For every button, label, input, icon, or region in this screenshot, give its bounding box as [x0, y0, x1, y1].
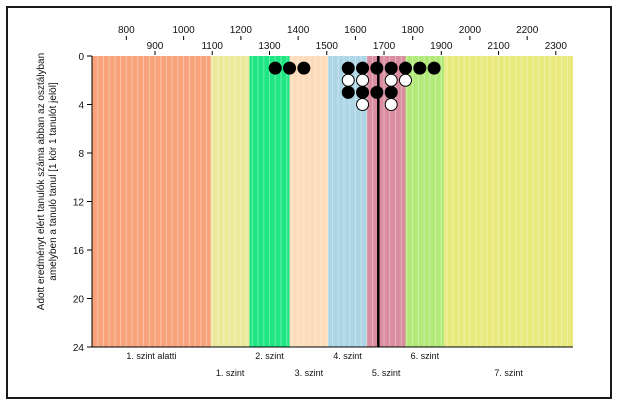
student-point-filled [427, 61, 441, 75]
student-point-filled [268, 61, 282, 75]
student-point-open [399, 73, 413, 87]
y-tick-label: 0 [78, 52, 84, 63]
student-point-open [356, 98, 370, 111]
x-tick-label-minor: 2100 [487, 41, 510, 52]
student-point-filled [297, 61, 311, 75]
student-point-filled [370, 61, 384, 75]
y-tick-label: 20 [73, 295, 85, 306]
student-point-filled [370, 85, 384, 99]
band-label-1: 1. szint alatti [126, 351, 176, 361]
y-tick-label: 16 [73, 246, 85, 257]
student-point-open [356, 73, 370, 87]
y-tick-label: 8 [78, 149, 84, 160]
x-tick-label-major: 1000 [172, 25, 195, 36]
band-8 [444, 56, 573, 347]
band-3 [249, 56, 290, 347]
student-point-filled [413, 61, 427, 75]
x-tick-label-major: 2200 [516, 25, 539, 36]
x-tick-label-minor: 1300 [258, 41, 281, 52]
x-tick-label-major: 1800 [402, 25, 425, 36]
y-axis-label-line-1: Adott eredményt elért tanulók száma abba… [36, 53, 47, 310]
x-tick-label-minor: 1900 [430, 41, 453, 52]
x-tick-label-major: 800 [118, 25, 135, 36]
student-point-open [384, 98, 398, 111]
student-point-filled [356, 61, 370, 75]
student-point-filled [399, 61, 413, 75]
x-tick-label-minor: 900 [147, 41, 164, 52]
x-tick-label-minor: 1500 [316, 41, 339, 52]
band-label-8: 7. szint [494, 368, 523, 378]
x-tick-label-minor: 1100 [201, 41, 223, 52]
x-tick-label-major: 2000 [459, 25, 482, 36]
x-tick-label-minor: 1700 [373, 41, 396, 52]
y-tick-label: 4 [78, 101, 84, 112]
x-tick-label-major: 1200 [230, 25, 253, 36]
band-label-7: 6. szint [411, 351, 440, 361]
student-point-filled [384, 85, 398, 99]
y-tick-label: 24 [73, 343, 85, 354]
band-label-5: 4. szint [333, 351, 362, 361]
band-label-3: 2. szint [255, 351, 284, 361]
x-tick-label-major: 1400 [287, 25, 310, 36]
band-label-6: 5. szint [372, 368, 401, 378]
band-7 [405, 56, 445, 347]
student-point-open [384, 73, 398, 87]
y-axis-label-line-2: amelyben a tanuló tanul [1 kör 1 tanulót… [48, 82, 59, 281]
x-tick-label-minor: 2300 [545, 41, 568, 52]
student-point-filled [384, 61, 398, 75]
student-point-filled [341, 85, 355, 99]
band-2 [210, 56, 250, 347]
y-tick-label: 12 [73, 198, 85, 209]
x-tick-label-major: 1600 [344, 25, 367, 36]
student-point-filled [341, 61, 355, 75]
student-point-filled [283, 61, 297, 75]
band-4 [289, 56, 329, 347]
student-point-open [341, 73, 355, 87]
band-label-4: 3. szint [295, 368, 324, 378]
band-1 [92, 56, 211, 347]
student-point-filled [356, 85, 370, 99]
band-label-2: 1. szint [216, 368, 245, 378]
